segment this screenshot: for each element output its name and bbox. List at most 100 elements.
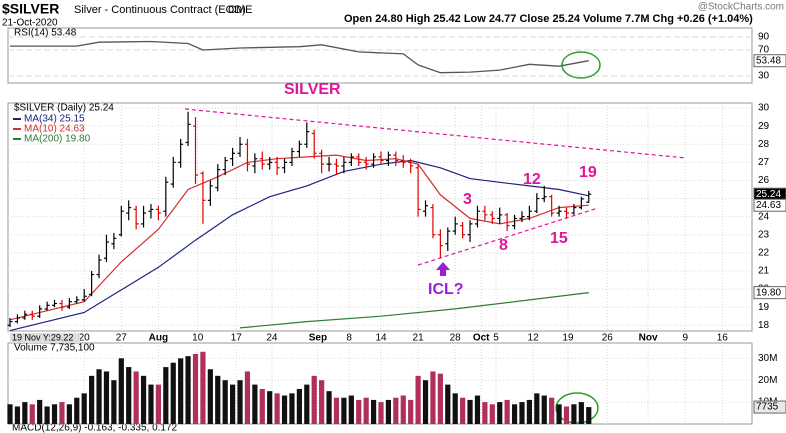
volume-bar: [207, 369, 213, 424]
legend-entry: MA(200) 19.80: [24, 134, 91, 145]
annotation-label: 19: [579, 164, 597, 181]
volume-bar: [497, 402, 503, 424]
quote: Open 24.80 High 25.42 Low 24.77 Close 25…: [344, 13, 753, 25]
volume-bar: [222, 380, 228, 424]
y-tick-label: 22: [758, 247, 770, 258]
volume-bar: [467, 399, 473, 424]
y-tick-label: 70: [758, 45, 770, 56]
value-tag-box: [753, 54, 786, 68]
cursor-readout: 19 Nov Y:29.22: [12, 332, 73, 342]
volume-bar: [163, 367, 169, 424]
annotation-label: 15: [550, 230, 568, 247]
x-tick-label: 12: [528, 333, 540, 344]
y-tick-label: 19: [758, 302, 770, 313]
volume-bar: [237, 380, 243, 424]
date: 21-Oct-2020: [2, 18, 58, 29]
y-tick-label: 20M: [758, 375, 777, 386]
volume-bar: [252, 384, 258, 424]
volume-bar: [363, 397, 369, 424]
volume-bar: [408, 399, 414, 424]
volume-bar: [489, 404, 495, 424]
volume-bar: [178, 358, 184, 424]
x-tick-label: 19: [562, 333, 574, 344]
volume-bar: [541, 395, 547, 424]
volume-bar: [74, 397, 80, 424]
value-tag: 7735: [756, 402, 779, 413]
x-tick-label: 28: [450, 333, 462, 344]
symbol: $SILVER: [2, 1, 59, 17]
volume-bar: [118, 358, 124, 424]
volume-bar: [170, 362, 176, 424]
volume-bar: [400, 395, 406, 424]
volume-bar: [556, 404, 562, 424]
volume-bar: [474, 395, 481, 424]
x-tick-label: 26: [602, 333, 614, 344]
volume-bar: [281, 395, 288, 424]
volume-bar: [22, 402, 28, 424]
volume-bar: [29, 404, 35, 424]
volume-bar: [534, 393, 540, 424]
volume-bar: [378, 402, 384, 424]
x-tick-label: 21: [413, 333, 425, 344]
x-tick-label: 5: [493, 333, 499, 344]
panel-title: Volume 7,735,100: [14, 343, 95, 354]
instrument-name: Silver - Continuous Contract (EOD): [74, 4, 246, 16]
annotation-label: ICL?: [428, 281, 464, 298]
x-tick-label: 14: [375, 333, 387, 344]
rsi-line: [10, 40, 589, 74]
value-tag: 19.80: [756, 287, 781, 298]
panel-title: RSI(14) 53.48: [14, 28, 77, 39]
volume-bar: [59, 402, 65, 424]
x-tick-label: Sep: [309, 333, 327, 344]
x-tick-label: 16: [717, 333, 729, 344]
icl-arrow: [436, 262, 450, 276]
y-tick-label: 30M: [758, 353, 777, 364]
legend-entry: MA(34) 25.15: [24, 114, 85, 125]
volume-bar: [304, 384, 310, 424]
moving-average: [239, 292, 589, 329]
volume-bar: [37, 399, 43, 424]
volume-bar: [511, 404, 518, 424]
volume-bar: [333, 397, 340, 424]
volume-bar: [452, 393, 458, 424]
legend-entry: MA(10) 24.63: [24, 124, 85, 135]
volume-bar: [103, 371, 110, 424]
value-tag-box: [753, 198, 786, 212]
volume-bar: [385, 399, 392, 424]
volume-bar: [289, 393, 295, 424]
highlight-circle: [561, 51, 601, 79]
y-tick-label: 24: [758, 211, 770, 222]
y-tick-label: 27: [758, 157, 770, 168]
volume-bar: [571, 404, 577, 424]
volume-bar: [319, 380, 325, 424]
value-tag-box: [753, 400, 786, 414]
x-tick-label: 17: [231, 333, 243, 344]
volume-bar: [192, 353, 199, 424]
volume-bar: [7, 404, 13, 424]
x-tick-label: Oct: [473, 333, 490, 344]
volume-bar: [430, 371, 436, 424]
value-tag: 25.24: [756, 189, 781, 200]
volume-bar: [14, 406, 21, 424]
volume-bar: [437, 373, 443, 424]
volume-bar: [274, 393, 280, 424]
volume-bar: [66, 404, 72, 424]
x-tick-label: 20: [79, 333, 91, 344]
volume-bar: [140, 375, 147, 424]
y-tick-label: 18: [758, 320, 770, 331]
volume-bar: [311, 375, 317, 424]
y-tick-label: 28: [758, 139, 770, 150]
y-tick-label: 26: [758, 175, 770, 186]
annotation-label: 3: [463, 191, 472, 208]
highlight-circle: [555, 392, 599, 424]
volume-bar: [244, 371, 251, 424]
x-tick-label: 9: [682, 333, 688, 344]
volume-bar: [267, 391, 273, 424]
macd-label: MACD(12,26,9) -0.163, -0.335, 0.172: [12, 423, 178, 433]
volume-bar: [504, 399, 510, 424]
annotation-label: 8: [499, 237, 508, 254]
x-tick-label: 27: [116, 333, 128, 344]
cursor-box: [10, 333, 80, 343]
volume-bar: [155, 384, 161, 424]
volume-bar: [51, 404, 58, 424]
